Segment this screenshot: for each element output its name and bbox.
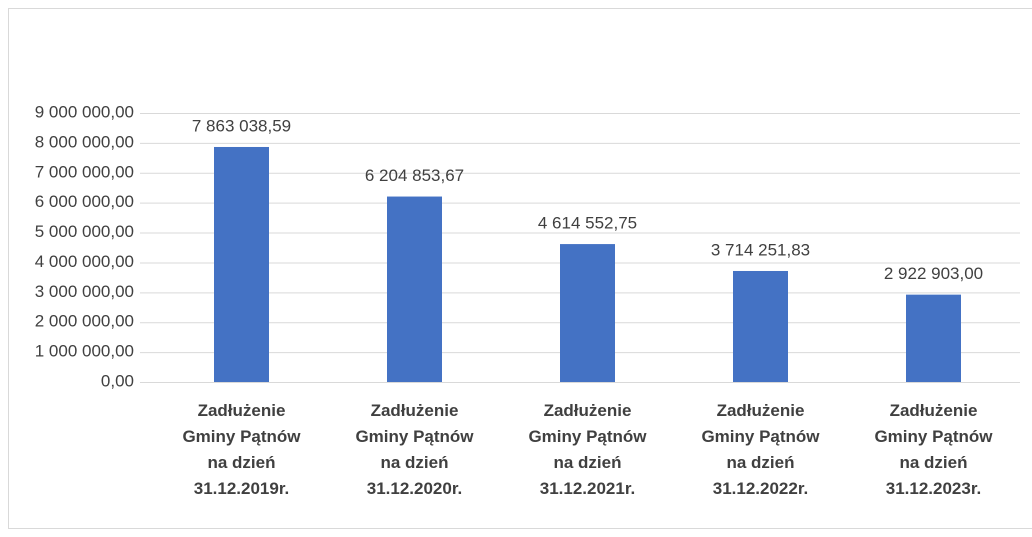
bar: [906, 294, 961, 382]
y-tick-label: 9 000 000,00: [35, 102, 134, 121]
bar: [214, 146, 269, 382]
y-tick-label: 5 000 000,00: [35, 222, 134, 241]
y-tick-label: 8 000 000,00: [35, 132, 134, 151]
y-tick-label: 2 000 000,00: [35, 312, 134, 331]
bar: [387, 196, 442, 382]
data-label: 4 614 552,75: [538, 214, 637, 233]
y-tick-label: 1 000 000,00: [35, 342, 134, 361]
data-label: 6 204 853,67: [365, 166, 464, 185]
y-tick-label: 7 000 000,00: [35, 162, 134, 181]
chart-border: [8, 8, 1032, 529]
x-tick-label: Zadłużenie Gminy Pątnów na dzień 31.12.2…: [182, 401, 301, 498]
y-tick-label: 3 000 000,00: [35, 282, 134, 301]
data-label: 7 863 038,59: [192, 116, 291, 135]
bar: [733, 270, 788, 382]
y-tick-label: 4 000 000,00: [35, 252, 134, 271]
bar: [560, 244, 615, 382]
y-tick-label: 0,00: [101, 371, 134, 390]
x-tick-label: Zadłużenie Gminy Pątnów na dzień 31.12.2…: [874, 401, 993, 498]
data-label: 2 922 903,00: [884, 264, 983, 283]
x-tick-label: Zadłużenie Gminy Pątnów na dzień 31.12.2…: [528, 401, 647, 498]
x-tick-label: Zadłużenie Gminy Pątnów na dzień 31.12.2…: [355, 401, 474, 498]
x-tick-label: Zadłużenie Gminy Pątnów na dzień 31.12.2…: [701, 401, 820, 498]
y-tick-label: 6 000 000,00: [35, 192, 134, 211]
data-label: 3 714 251,83: [711, 240, 810, 259]
